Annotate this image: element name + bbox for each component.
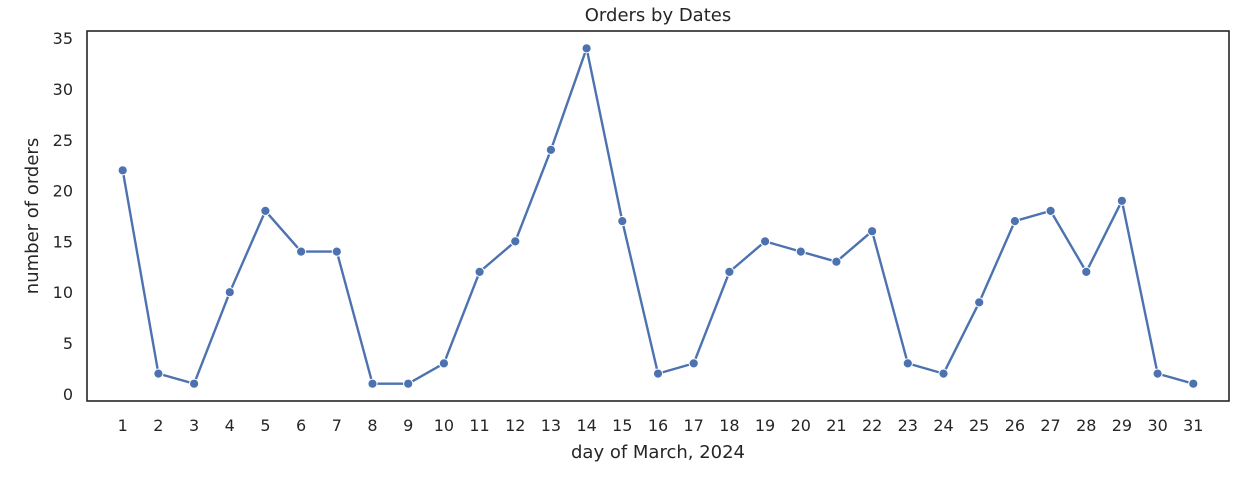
x-tick-label: 13 <box>541 416 561 435</box>
data-point <box>1116 195 1128 206</box>
x-tick-label: 22 <box>862 416 882 435</box>
data-point <box>617 216 628 227</box>
data-point <box>974 297 985 308</box>
x-tick-label: 3 <box>189 416 199 435</box>
x-tick-label: 16 <box>648 416 668 435</box>
x-tick-label: 12 <box>505 416 525 435</box>
y-tick-label: 25 <box>53 131 73 150</box>
data-point <box>260 205 271 216</box>
x-tick-label: 30 <box>1147 416 1167 435</box>
data-point <box>1081 266 1092 277</box>
x-tick-label: 5 <box>260 416 270 435</box>
data-point <box>1045 205 1056 216</box>
y-tick-label: 35 <box>53 29 73 48</box>
data-point <box>153 368 164 379</box>
x-tick-label: 7 <box>332 416 342 435</box>
data-point <box>1188 378 1199 389</box>
y-tick-label: 0 <box>63 385 73 404</box>
x-tick-label: 28 <box>1076 416 1096 435</box>
x-tick-label: 1 <box>118 416 128 435</box>
y-axis: 0 5 10 15 20 25 30 35 <box>53 29 73 404</box>
data-point <box>117 165 128 176</box>
x-tick-label: 2 <box>153 416 163 435</box>
plot-area <box>117 43 1199 389</box>
x-tick-label: 8 <box>367 416 377 435</box>
data-point <box>510 236 521 247</box>
data-point <box>652 368 664 379</box>
y-tick-label: 5 <box>63 334 73 353</box>
y-tick-label: 10 <box>53 283 73 302</box>
series-line <box>121 47 1194 385</box>
x-tick-label: 21 <box>826 416 846 435</box>
data-point <box>545 144 557 155</box>
x-tick-label: 31 <box>1183 416 1203 435</box>
x-tick-label: 25 <box>969 416 989 435</box>
data-point <box>724 266 735 277</box>
x-tick-label: 19 <box>755 416 775 435</box>
data-point <box>474 266 485 277</box>
data-point <box>189 378 200 389</box>
x-tick-label: 11 <box>469 416 489 435</box>
data-point <box>938 368 949 379</box>
data-point <box>1152 368 1163 379</box>
x-tick-label: 10 <box>434 416 454 435</box>
data-point <box>795 246 806 257</box>
y-axis-title: number of orders <box>22 138 43 294</box>
x-tick-label: 14 <box>576 416 596 435</box>
data-point <box>367 378 378 389</box>
x-tick-label: 27 <box>1040 416 1060 435</box>
x-tick-label: 24 <box>933 416 953 435</box>
y-tick-label: 20 <box>53 182 73 201</box>
y-tick-label: 30 <box>53 80 73 99</box>
data-point <box>902 358 913 369</box>
data-point <box>224 287 235 298</box>
y-tick-label: 15 <box>53 232 73 251</box>
plot-frame <box>86 30 1230 402</box>
x-tick-label: 17 <box>684 416 704 435</box>
x-axis-title: day of March, 2024 <box>571 442 745 463</box>
data-point <box>760 236 771 247</box>
x-tick-label: 4 <box>225 416 235 435</box>
x-tick-label: 9 <box>403 416 413 435</box>
data-point <box>867 226 878 237</box>
x-tick-label: 20 <box>791 416 811 435</box>
chart-title: Orders by Dates <box>585 5 731 26</box>
x-tick-label: 23 <box>898 416 918 435</box>
data-point <box>403 378 414 389</box>
data-point <box>1009 216 1021 227</box>
data-point <box>688 358 699 369</box>
x-tick-label: 15 <box>612 416 632 435</box>
x-tick-label: 26 <box>1005 416 1025 435</box>
data-point <box>331 246 342 257</box>
x-axis: 1 2 3 4 5 6 7 8 9 10 11 12 13 14 15 16 17 18 19 20 21 22 23 24 2… <box>118 416 1204 435</box>
data-point <box>831 256 842 267</box>
x-tick-label: 6 <box>296 416 306 435</box>
x-tick-label: 29 <box>1112 416 1132 435</box>
data-point <box>581 43 592 54</box>
x-tick-label: 18 <box>719 416 739 435</box>
data-point <box>438 358 449 369</box>
data-point <box>296 246 307 257</box>
